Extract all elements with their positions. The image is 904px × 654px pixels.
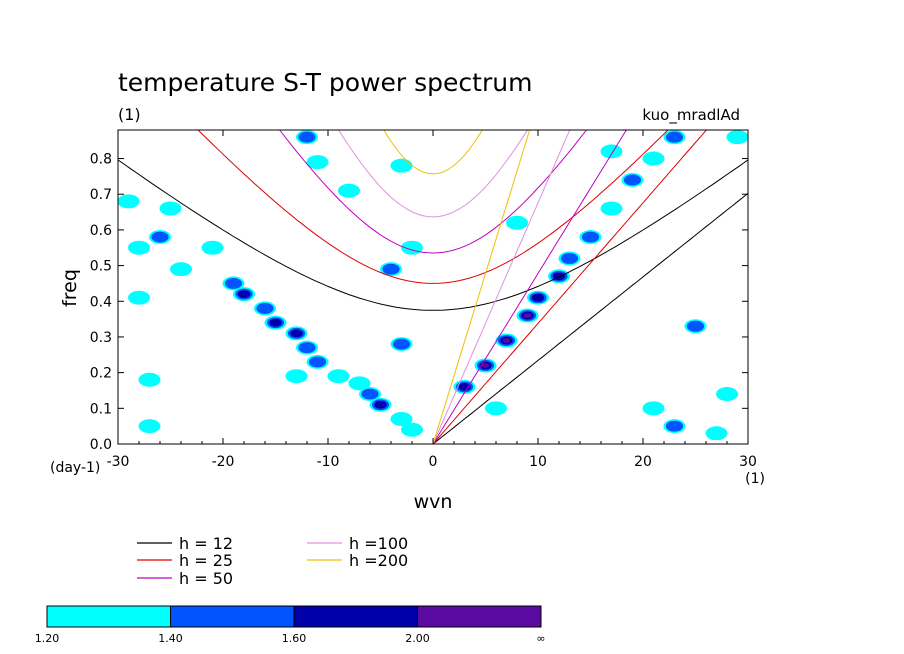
power-region-46-level-1 [643,401,665,415]
axes: -30 -20 -10 0 10 20 30 0.0 0.1 0.2 0.3 0.4 0.5 0.6 0.7… [90,130,757,470]
colorbar: 1.20 1.40 1.60 2.00 ∞ [35,606,546,645]
power-region-43-level-2 [687,321,704,332]
power-region-32-level-4 [524,313,531,318]
power-region-9-level-3 [238,290,250,298]
power-region-1-level-1 [128,241,150,255]
y-tick-label: 0.8 [90,152,112,168]
x-tick-label: 30 [739,454,757,470]
power-region-37-level-1 [601,202,623,216]
power-region-18-level-3 [374,401,386,409]
x-tick-label: 20 [634,454,652,470]
power-region-26-level-2 [298,132,315,143]
y-tick-label: 0.2 [90,366,112,382]
power-region-40-level-2 [666,132,683,143]
colorbar-segment [418,606,542,627]
power-region-20-level-1 [401,423,423,437]
power-region-49-level-1 [727,130,749,144]
x-axis-label: wvn [414,491,453,513]
power-region-11-level-3 [269,319,281,327]
power-region-14-level-2 [309,356,326,367]
power-region-31-level-4 [503,338,510,343]
power-region-45-level-2 [666,421,683,432]
power-region-21-level-1 [286,369,308,383]
power-region-5-level-2 [151,232,168,243]
power-region-6-level-1 [170,262,192,276]
power-region-13-level-2 [298,342,315,353]
y-tick-label: 0.4 [90,294,112,310]
power-region-29-level-3 [458,383,470,391]
power-region-44-level-1 [706,426,728,440]
power-region-7-level-1 [202,241,224,255]
x-tick-label: 0 [429,454,438,470]
power-region-2-level-1 [128,291,150,305]
x-tick-label: -10 [317,454,340,470]
power-region-39-level-1 [643,152,665,166]
y-tick-label: 0.5 [90,259,112,275]
colorbar-label: ∞ [536,632,545,645]
curve-mrg-h50 [118,444,433,532]
curve-ig1-h50 [118,0,748,253]
y-tick-label: 0.7 [90,187,112,203]
power-region-15-level-1 [328,369,350,383]
power-region-28-level-1 [338,184,360,198]
colorbar-segment [47,606,171,627]
colorbar-label: 1.60 [282,632,307,645]
curve-kelvin-h100 [433,0,748,444]
curve-mrg-h12 [118,444,433,499]
x-tick-label: -20 [212,454,235,470]
legend-label: h =200 [349,551,408,570]
power-region-17-level-2 [361,389,378,400]
power-region-23-level-2 [382,264,399,275]
curve-kelvin-h25 [433,82,748,444]
colorbar-segment [294,606,418,627]
power-region-33-level-3 [532,294,544,302]
power-region-25-level-1 [391,159,413,173]
curve-kelvin-h200 [433,0,748,444]
power-region-41-level-1 [506,216,528,230]
power-region-38-level-2 [624,174,641,185]
power-region-36-level-2 [582,232,599,243]
power-region-0-level-1 [118,194,140,208]
legend-label: h = 25 [179,551,233,570]
y-tick-label: 0.6 [90,223,112,239]
y-tick-label: 0.3 [90,330,112,346]
y-axis-label: freq [59,269,81,307]
power-region-22-level-2 [393,339,410,350]
chart-title: temperature S-T power spectrum [118,68,532,97]
plot-frame [118,130,748,444]
run-label: kuo_mradlAd [642,106,740,125]
colorbar-label: 2.00 [405,632,430,645]
colorbar-label: 1.20 [35,632,60,645]
power-region-35-level-2 [561,253,578,264]
x-unit-label: (1) [745,471,765,487]
colorbar-segment [171,606,295,627]
colorbar-label: 1.40 [158,632,183,645]
power-region-12-level-3 [290,329,302,337]
y-tick-label: 0.0 [90,437,112,453]
power-region-48-level-1 [485,401,507,415]
y-unit-label: (day-1) [50,460,100,476]
x-tick-label: -30 [107,454,130,470]
y-tick-label: 0.1 [90,401,112,417]
curve-mrg-h25 [118,444,433,514]
power-region-42-level-1 [601,144,623,158]
curve-ig1-h12 [118,160,748,310]
power-region-10-level-2 [256,303,273,314]
power-region-47-level-1 [139,419,161,433]
power-region-3-level-1 [139,373,161,387]
power-contours [118,130,749,440]
spectrum-chart: temperature S-T power spectrum (1) kuo_m… [0,0,904,654]
power-region-8-level-2 [225,278,242,289]
curve-kelvin-h50 [433,0,748,444]
legend-label: h = 50 [179,569,233,588]
x-tick-label: 10 [529,454,547,470]
chart-subtitle: (1) [118,105,141,124]
power-region-4-level-1 [160,202,182,216]
power-region-50-level-1 [716,387,738,401]
